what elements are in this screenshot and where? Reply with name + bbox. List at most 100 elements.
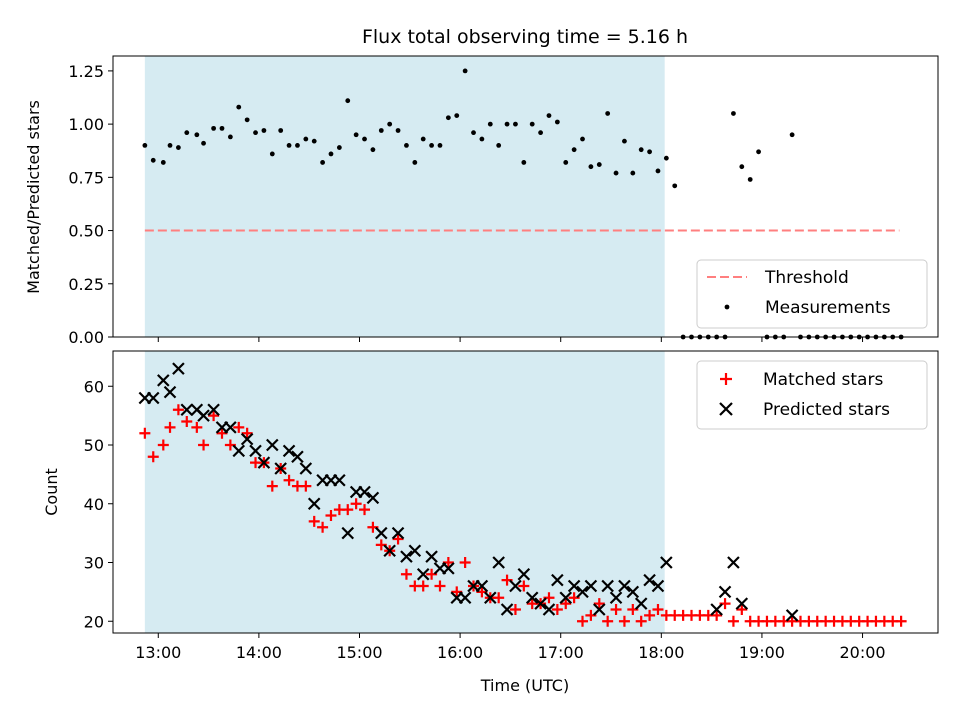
predicted-star-point <box>207 403 220 417</box>
measurement-point <box>647 149 652 155</box>
matched-star-point <box>317 521 329 533</box>
predicted-star-point <box>408 544 422 558</box>
predicted-star-point <box>146 391 160 405</box>
measurement-point <box>194 132 200 138</box>
predicted-star-point <box>172 362 185 375</box>
matched-star-point <box>198 439 210 451</box>
measurement-point <box>404 143 409 148</box>
matched-star-point <box>493 592 505 604</box>
measurement-point <box>328 151 334 157</box>
measurement-point <box>513 121 518 127</box>
predicted-star-point <box>500 603 514 616</box>
matched-star-point <box>157 439 169 451</box>
predicted-star-point <box>584 579 598 593</box>
predicted-star-point <box>785 609 799 622</box>
predicted-star-point <box>307 497 321 511</box>
predicted-star-point <box>634 597 648 610</box>
predicted-star-point <box>266 438 279 452</box>
measurement-point <box>437 143 443 148</box>
matched-star-point <box>208 410 220 422</box>
predicted-star-point <box>163 385 177 399</box>
legend-measurements-label: Measurements <box>765 298 891 318</box>
measurement-point <box>563 160 569 165</box>
bottom-y-tick-label: 60 <box>84 377 104 396</box>
bottom-legend-box <box>696 360 928 430</box>
predicted-star-point <box>257 456 271 469</box>
top-axes-frame <box>112 55 939 338</box>
top-y-tick-label: 0.00 <box>68 328 104 347</box>
predicted-star-point <box>157 374 170 387</box>
predicted-star-point <box>492 556 505 569</box>
measurement-point <box>345 98 351 104</box>
predicted-star-point <box>710 603 723 616</box>
predicted-star-point <box>718 585 732 599</box>
predicted-star-point <box>559 591 573 605</box>
measurement-point <box>201 140 206 146</box>
measurement-point <box>663 155 669 161</box>
top-shaded-span <box>144 56 665 337</box>
matched-star-point <box>266 480 278 492</box>
measurement-point <box>311 138 317 144</box>
measurement-point <box>521 160 527 165</box>
measurement-point <box>613 170 619 176</box>
measurement-point <box>269 151 275 157</box>
predicted-star-point <box>542 603 556 616</box>
legend-matched-swatch <box>720 373 732 385</box>
matched-star-point <box>147 451 159 463</box>
measurement-point <box>462 68 468 74</box>
predicted-star-point <box>609 591 623 605</box>
measurement-point <box>756 149 761 155</box>
bottom-y-tick-label: 20 <box>84 612 104 631</box>
matched-star-point <box>459 557 471 568</box>
x-tick-label: 16:00 <box>437 643 483 662</box>
measurement-point <box>362 136 367 142</box>
predicted-star-point <box>517 567 531 581</box>
predicted-star-point <box>475 579 489 593</box>
bottom-y-axis: 20 30 40 50 60 <box>84 377 113 631</box>
top-y-axis-label: Matched/Predicted stars <box>24 100 43 294</box>
measurement-point <box>605 111 611 116</box>
predicted-star-point <box>375 526 388 540</box>
measurement-point <box>538 130 543 136</box>
matched-star-point <box>593 598 605 610</box>
matched-star-point <box>417 580 429 592</box>
measurement-point <box>496 143 502 148</box>
x-tick-label: 14:00 <box>236 643 282 662</box>
measurement-point <box>278 128 284 133</box>
matched-star-point <box>400 568 412 580</box>
predicted-star-point <box>425 550 438 563</box>
matched-star-point <box>577 615 589 627</box>
measurement-point <box>303 136 309 142</box>
predicted-star-point <box>249 444 262 458</box>
matched-star-point <box>233 421 245 433</box>
measurement-point <box>546 113 552 119</box>
measurement-point <box>429 143 434 148</box>
predicted-star-point <box>458 591 472 605</box>
predicted-star-point <box>735 597 749 610</box>
matched-star-point <box>635 615 647 627</box>
legend-threshold-label: Threshold <box>764 268 849 288</box>
predicted-star-point <box>484 591 497 605</box>
matched-star-point <box>644 609 656 621</box>
predicted-star-point <box>509 579 522 593</box>
matched-star-point <box>610 604 622 615</box>
measurement-point <box>479 136 485 142</box>
bottom-axes-frame <box>112 350 939 634</box>
x-tick-label: 19:00 <box>739 643 785 662</box>
legend-predicted-swatch <box>719 402 733 416</box>
predicted-star-point <box>366 491 380 505</box>
measurement-point <box>244 117 250 123</box>
measurement-point <box>655 168 661 174</box>
matched-star-point <box>342 504 354 516</box>
measurement-point <box>420 136 426 142</box>
measurement-point <box>445 115 451 121</box>
x-tick-label: 17:00 <box>538 643 584 662</box>
measurement-point <box>167 143 173 148</box>
matched-star-point <box>191 421 203 433</box>
predicted-star-point <box>618 579 631 593</box>
predicted-star-point <box>660 556 673 569</box>
top-x-axis <box>157 337 864 342</box>
predicted-star-point <box>626 585 640 599</box>
top-legend: Threshold Measurements <box>696 259 928 329</box>
predicted-star-point <box>727 556 740 569</box>
